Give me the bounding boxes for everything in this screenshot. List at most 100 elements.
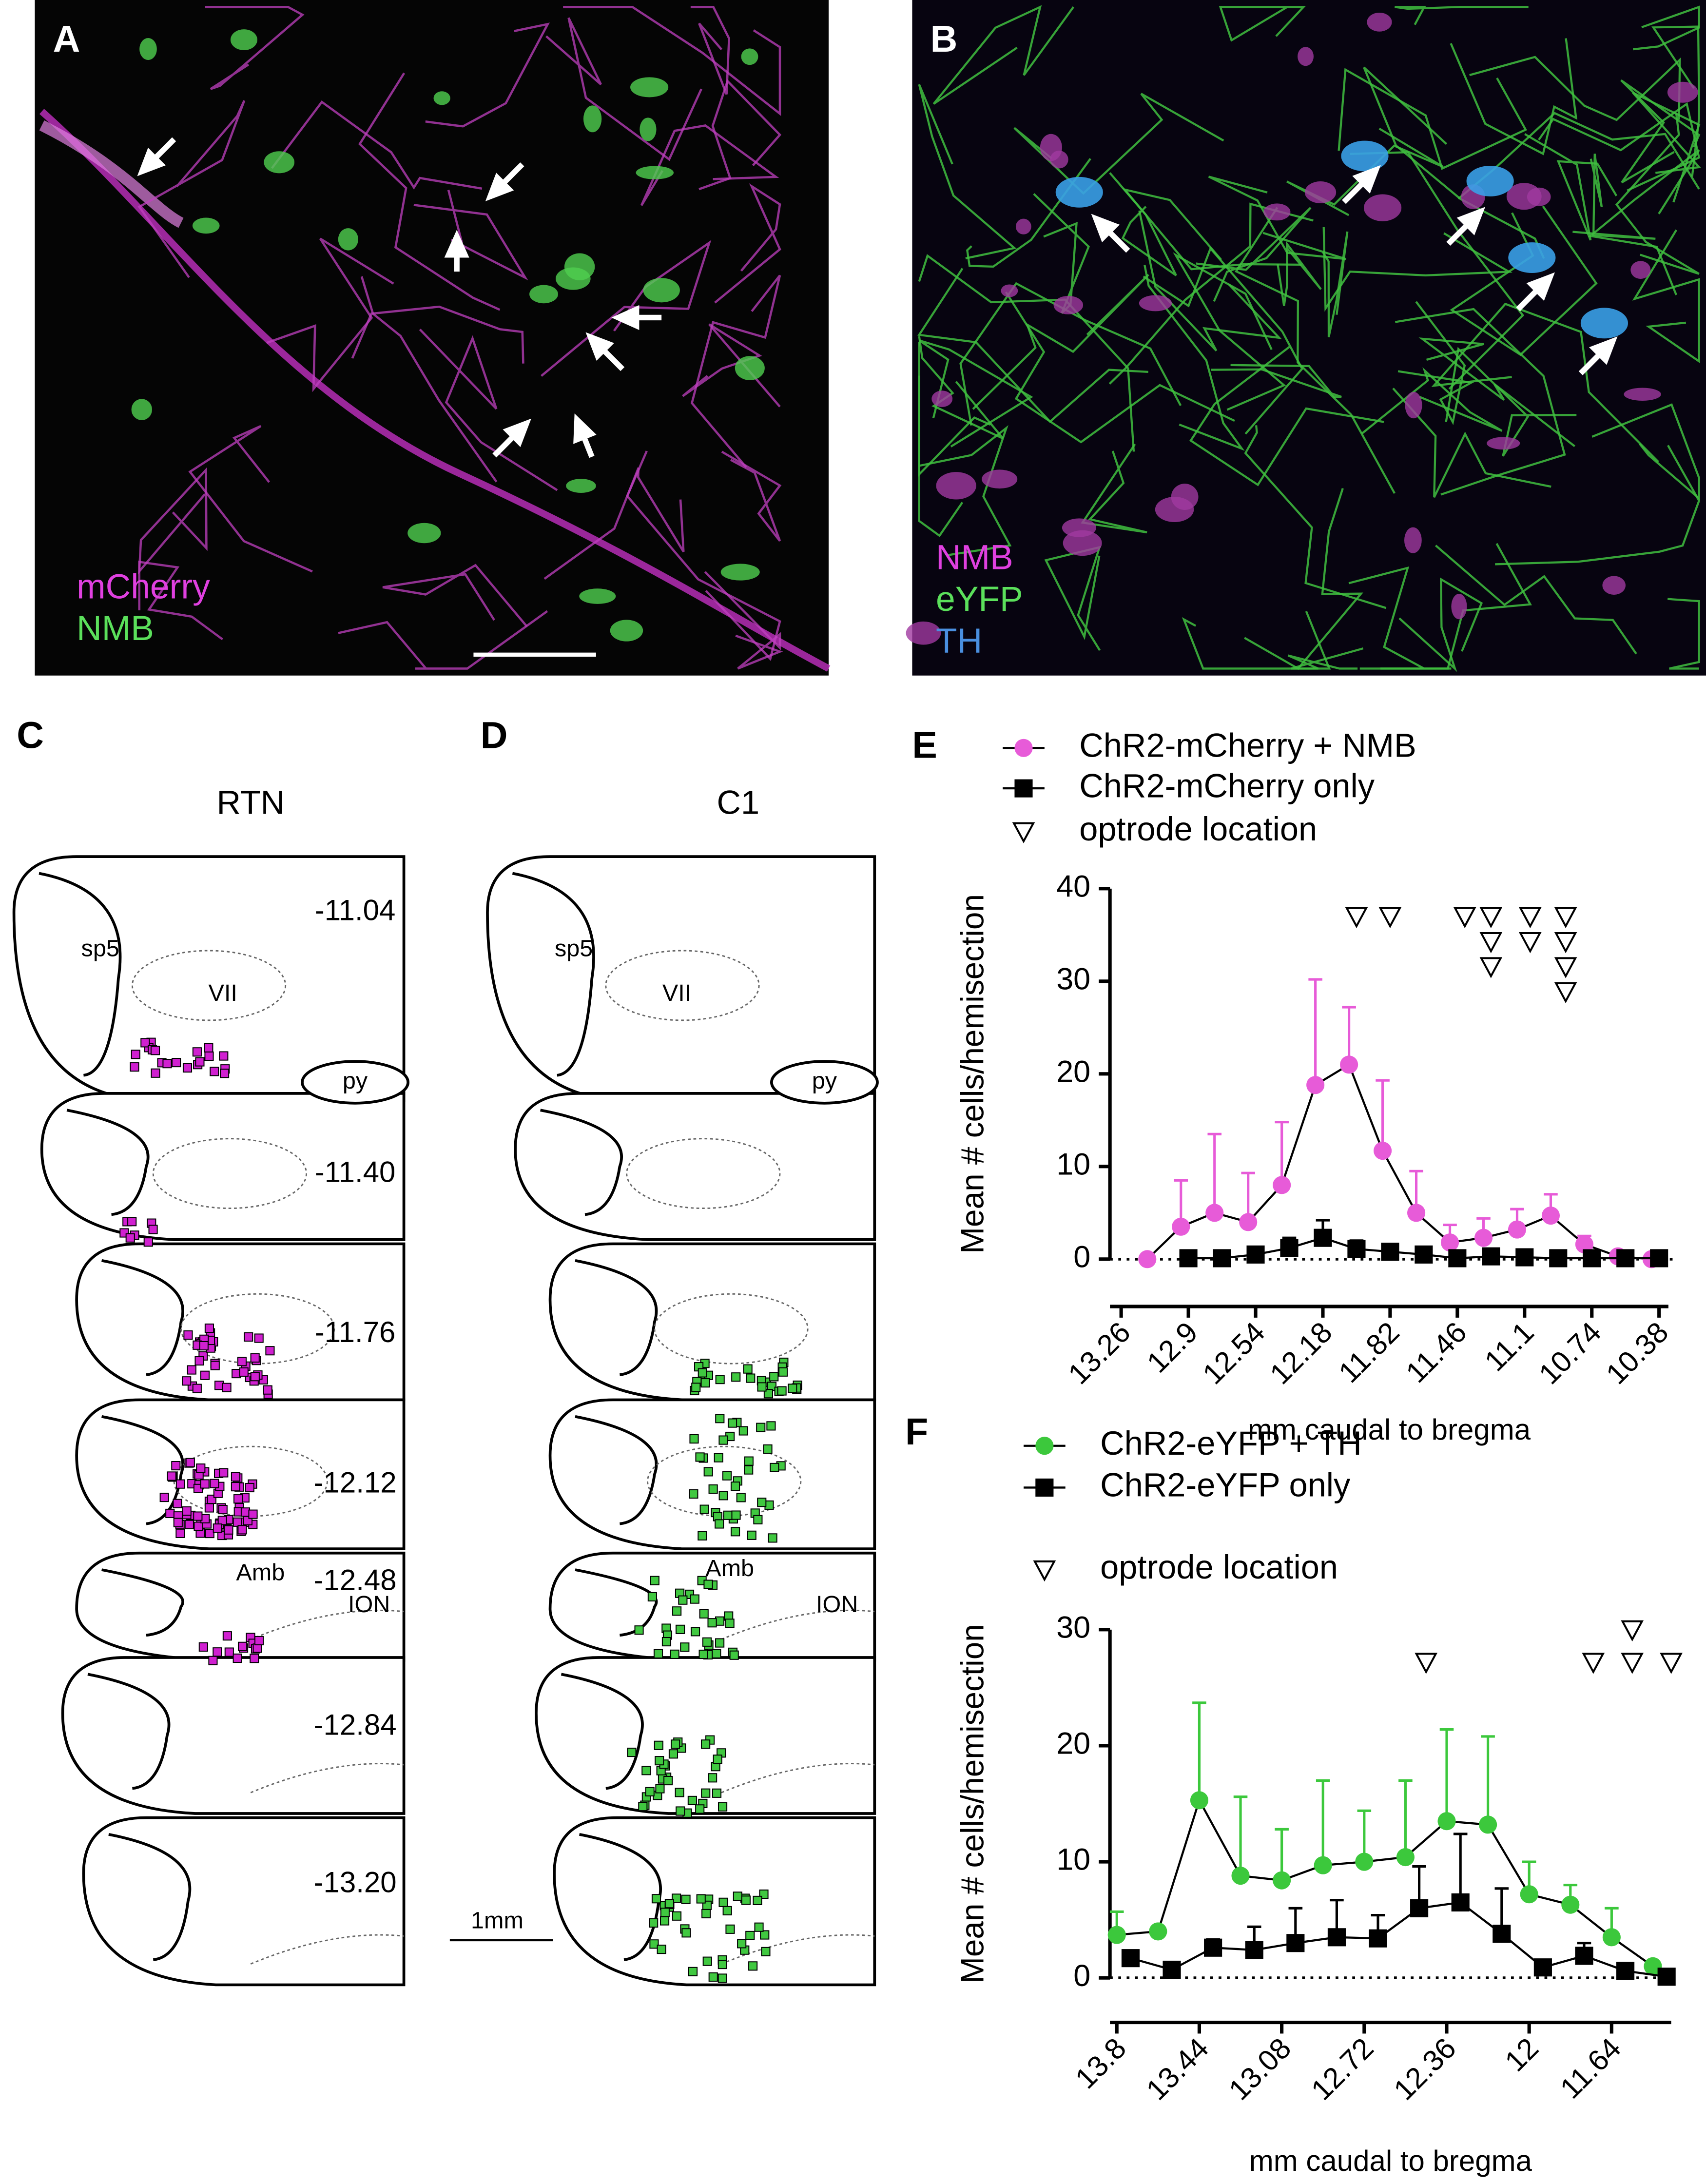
data-point bbox=[1616, 1962, 1635, 1980]
cell-marker bbox=[671, 1739, 680, 1749]
cell-marker bbox=[715, 1375, 725, 1384]
cell-marker bbox=[250, 1654, 259, 1663]
cell-marker bbox=[769, 1372, 779, 1382]
region-label: py bbox=[343, 1068, 368, 1094]
cell bbox=[1053, 295, 1084, 314]
panel-label: B bbox=[931, 18, 958, 60]
cell-marker bbox=[672, 1893, 681, 1903]
cell bbox=[579, 588, 616, 604]
cell bbox=[1001, 284, 1018, 297]
fiber bbox=[338, 610, 548, 670]
cell bbox=[1624, 388, 1661, 401]
fiber bbox=[1445, 347, 1577, 457]
cell-marker bbox=[254, 1333, 264, 1343]
fiber bbox=[1350, 151, 1525, 390]
cell-marker bbox=[678, 1595, 688, 1605]
cell-marker bbox=[185, 1458, 195, 1467]
cell-marker bbox=[627, 1747, 637, 1757]
fiber bbox=[1219, 6, 1306, 42]
data-point bbox=[1121, 1949, 1140, 1968]
micrograph-b-content bbox=[906, 5, 1701, 672]
fiber bbox=[690, 274, 781, 468]
legend-label: optrode location bbox=[1100, 1548, 1338, 1586]
region-label: Amb bbox=[705, 1555, 754, 1581]
cell-marker bbox=[698, 1531, 707, 1540]
cell-marker bbox=[701, 1739, 711, 1749]
fiber bbox=[425, 22, 550, 128]
stain-label: NMB bbox=[77, 609, 154, 648]
fiber bbox=[1244, 488, 1363, 670]
data-point bbox=[1575, 1947, 1593, 1965]
fiber bbox=[1189, 346, 1384, 487]
fiber bbox=[1182, 611, 1331, 670]
cell-marker bbox=[675, 1624, 685, 1634]
fiber bbox=[137, 100, 246, 278]
y-axis-label: Mean # cells/hemisection bbox=[954, 894, 990, 1254]
cell-marker bbox=[220, 1069, 230, 1078]
x-tick-label: 12 bbox=[1498, 2031, 1545, 2078]
cell-marker bbox=[745, 1930, 755, 1940]
cell-marker bbox=[231, 1482, 240, 1492]
micrograph-a bbox=[35, 0, 829, 676]
ion bbox=[721, 1763, 875, 1794]
cell-marker bbox=[175, 1528, 185, 1538]
arrow-head bbox=[137, 147, 166, 176]
fiber bbox=[1632, 229, 1700, 364]
section-level: -12.84 bbox=[314, 1709, 397, 1741]
fiber bbox=[545, 17, 702, 161]
data-point bbox=[1493, 1925, 1511, 1943]
data-point bbox=[1340, 1055, 1358, 1074]
cell-marker bbox=[747, 1530, 756, 1540]
cell-marker bbox=[691, 1383, 701, 1392]
cell-marker bbox=[699, 1504, 709, 1514]
data-point bbox=[1657, 1968, 1676, 1986]
legend-label: ChR2-mCherry only bbox=[1079, 767, 1375, 804]
panel-label: E bbox=[912, 724, 937, 766]
cell-marker bbox=[233, 1494, 243, 1504]
legend-marker bbox=[1035, 1478, 1054, 1497]
sp5 bbox=[66, 1109, 150, 1216]
vii bbox=[132, 950, 287, 1021]
micrograph-b bbox=[912, 0, 1706, 676]
cell bbox=[1298, 47, 1314, 66]
arrow-head bbox=[1456, 207, 1486, 235]
data-point bbox=[1515, 1248, 1534, 1267]
panel-title: C1 bbox=[717, 784, 759, 821]
error-bar bbox=[1275, 1121, 1289, 1185]
section-level: -11.40 bbox=[315, 1155, 396, 1188]
cell-marker bbox=[131, 1050, 140, 1059]
cell-marker bbox=[701, 1909, 711, 1919]
data-point bbox=[1602, 1928, 1621, 1947]
cell-marker bbox=[707, 1618, 717, 1628]
data-point bbox=[1138, 1250, 1157, 1268]
cell bbox=[264, 151, 295, 174]
micrograph-a-content bbox=[39, 6, 831, 672]
data-point bbox=[1396, 1848, 1415, 1867]
cell-marker bbox=[649, 1939, 659, 1949]
cell bbox=[566, 479, 596, 493]
x-tick-label: 11.82 bbox=[1332, 1316, 1405, 1389]
data-point bbox=[1616, 1249, 1635, 1268]
section-outline bbox=[514, 1092, 876, 1241]
fiber bbox=[1211, 364, 1342, 398]
py-outline bbox=[301, 1060, 409, 1105]
cell-marker bbox=[744, 1465, 754, 1475]
fiber bbox=[972, 273, 1149, 410]
panel-label: C bbox=[17, 715, 44, 757]
data-point bbox=[1107, 1926, 1126, 1944]
y-tick-label: 30 bbox=[1056, 962, 1090, 996]
x-axis-label: mm caudal to bregma bbox=[1249, 2145, 1532, 2177]
cell bbox=[529, 285, 558, 304]
legend-label: ChR2-eYFP only bbox=[1100, 1466, 1351, 1504]
ion bbox=[250, 1609, 404, 1640]
cell-marker bbox=[670, 1649, 679, 1659]
legend-marker bbox=[1033, 1560, 1056, 1582]
fiber bbox=[966, 158, 1091, 268]
cell-marker bbox=[668, 1749, 679, 1759]
data-point bbox=[1286, 1934, 1305, 1952]
cell-marker bbox=[718, 1897, 728, 1907]
cell-marker bbox=[777, 1386, 787, 1396]
x-tick-label: 13.26 bbox=[1062, 1316, 1137, 1391]
cell-marker bbox=[708, 1773, 717, 1783]
